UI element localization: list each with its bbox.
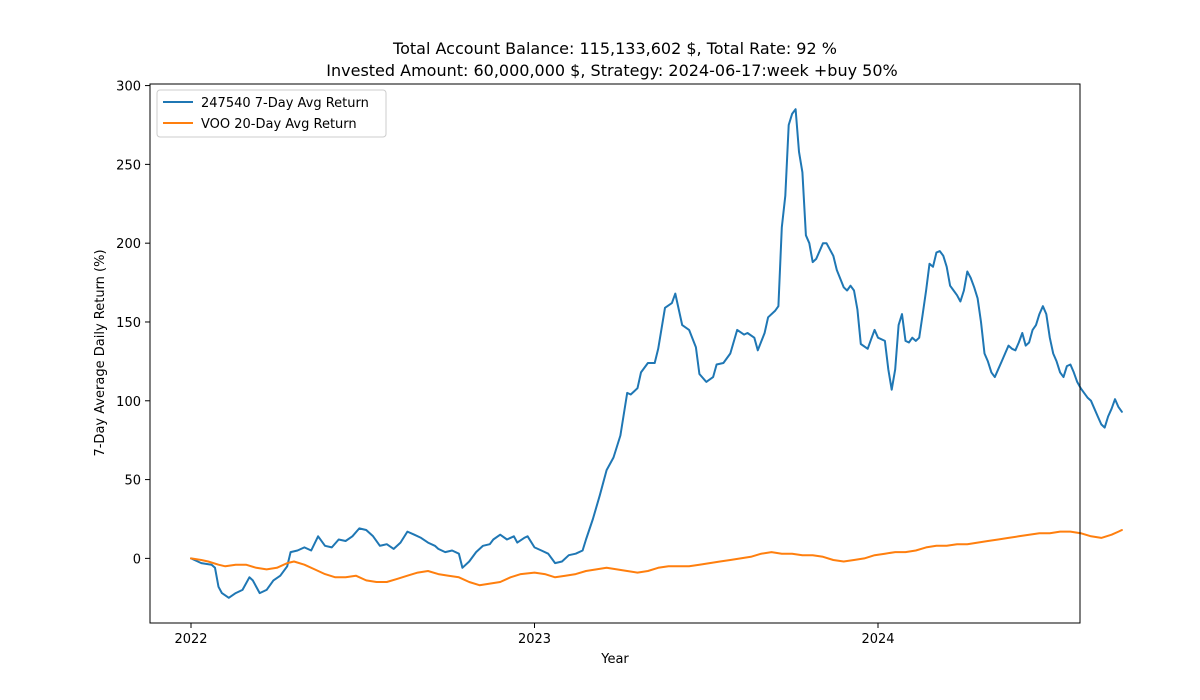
chart-subtitle: Invested Amount: 60,000,000 $, Strategy:… [326,61,897,80]
chart-title: Total Account Balance: 115,133,602 $, To… [392,39,837,58]
y-tick-label-100: 100 [116,395,141,410]
legend-label-voo: VOO 20-Day Avg Return [201,117,357,132]
series-line-1 [190,529,1123,587]
series-line-0 [190,108,1123,599]
plot-area [149,83,1123,624]
y-tick-label-300: 300 [116,80,141,95]
series-layer [190,108,1123,599]
y-tick-label-0: 0 [133,552,141,567]
y-tick-label-150: 150 [116,316,141,331]
y-axis-ticks: 0 50 100 150 200 250 300 [116,80,150,567]
x-tick-label-2024: 2024 [861,632,894,647]
x-tick-label-2023: 2023 [518,632,551,647]
y-tick-label-200: 200 [116,237,141,252]
x-tick-label-2022: 2022 [174,632,207,647]
y-tick-label-50: 50 [124,474,141,489]
x-axis-label: Year [600,652,629,667]
legend: 247540 7-Day Avg Return VOO 20-Day Avg R… [156,89,387,138]
plot-frame [149,83,1081,624]
y-tick-label-250: 250 [116,158,141,173]
legend-frame [156,89,387,138]
legend-label-247540: 247540 7-Day Avg Return [201,96,369,111]
y-axis-label: 7-Day Average Daily Return (%) [93,249,108,456]
x-axis-ticks: 2022 2023 2024 [174,623,895,647]
